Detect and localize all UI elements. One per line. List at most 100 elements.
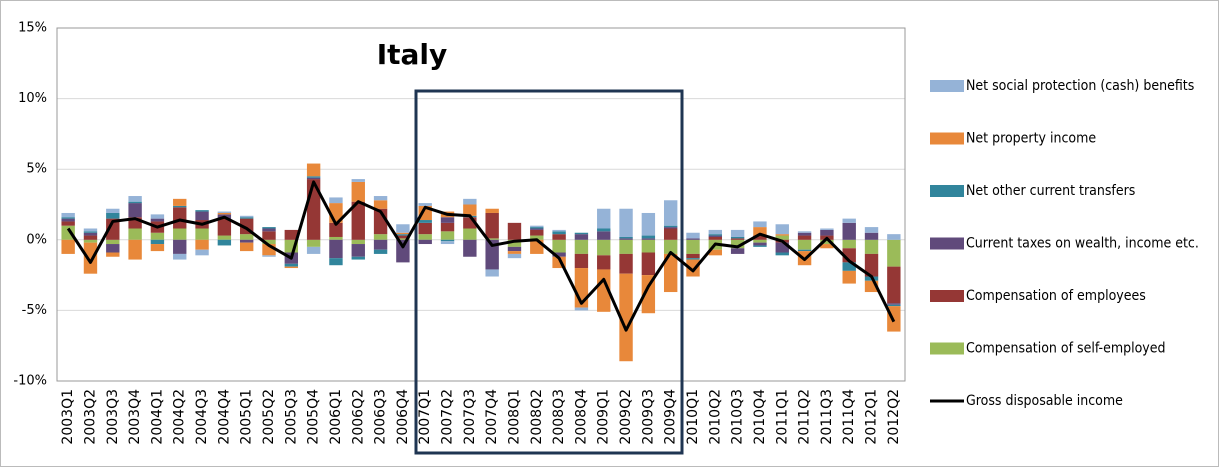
bar-segment [284, 263, 299, 267]
bar-segment [306, 176, 321, 178]
x-tick-label: 2005Q2 [261, 389, 277, 445]
bar-segment [753, 221, 767, 228]
x-tick-label: 2009Q3 [640, 389, 656, 445]
x-tick-label: 2010Q3 [730, 389, 746, 445]
bar-segment [686, 259, 700, 277]
bar-segment [463, 228, 477, 240]
bar-segment [106, 218, 120, 240]
bar-segment [195, 228, 209, 240]
highlight-box [414, 89, 684, 455]
bar-segment [663, 228, 678, 240]
bar-segment [306, 246, 321, 254]
bar-segment [329, 258, 343, 266]
bar-segment [351, 201, 365, 240]
bar-segment [306, 177, 321, 180]
bar-segment [173, 205, 187, 208]
legend-label: Current taxes on wealth, income etc. [966, 236, 1199, 252]
bar-segment [217, 218, 232, 236]
x-tick-label: 2010Q2 [707, 389, 723, 445]
bar-segment [864, 280, 879, 293]
bar-segment [597, 255, 611, 270]
bar-segment [574, 232, 589, 235]
legend-label: Net social protection (cash) benefits [966, 78, 1194, 94]
bar-segment [730, 236, 745, 239]
y-tick-label: -10% [13, 374, 47, 389]
bar-segment [262, 244, 276, 256]
bar-segment [597, 231, 611, 240]
x-tick-label: 2007Q1 [417, 389, 433, 445]
legend-label: Net property income [966, 131, 1096, 147]
x-tick-label: 2011Q1 [774, 389, 790, 445]
bars [61, 163, 901, 362]
bar-segment [530, 227, 544, 229]
bar-segment [83, 242, 98, 274]
bar-segment [663, 253, 678, 293]
chart-title: Italy [377, 38, 448, 71]
bar-segment [507, 246, 522, 252]
bar-segment [485, 269, 499, 277]
bar-segment [574, 307, 589, 311]
bar-segment [864, 227, 879, 233]
bar-segment [61, 239, 75, 254]
bar-segment [106, 252, 120, 257]
bar-segment [641, 239, 656, 253]
y-tick-label: -5% [22, 303, 47, 318]
bar-segment [708, 236, 723, 240]
bar-segment [820, 239, 834, 245]
bar-segment [106, 239, 120, 245]
bar-segment [351, 179, 365, 182]
bar-segment [329, 222, 343, 237]
y-tick-label: 15% [18, 21, 47, 36]
bar-segment [730, 248, 745, 254]
bar-segment [507, 222, 522, 240]
bar-segment [775, 252, 789, 256]
bar-segment [887, 303, 901, 305]
bar-segment [418, 220, 432, 223]
bar-segment [284, 229, 299, 240]
bar-segment [552, 231, 566, 235]
plot-frame [56, 27, 906, 382]
legend-swatch [930, 290, 964, 302]
line [66, 180, 896, 332]
x-tick-label: 2008Q1 [506, 389, 522, 445]
bar-segment [239, 239, 254, 243]
bar-segment [597, 269, 611, 312]
bar-segment [887, 266, 901, 304]
bar-segment [797, 249, 812, 252]
bar-segment [150, 218, 165, 222]
x-tick-label: 2007Q3 [462, 389, 478, 445]
bar-segment [887, 239, 901, 267]
bar-segment [195, 249, 209, 256]
bar-segment [485, 238, 499, 240]
bar-segment [329, 239, 343, 259]
bar-segment [373, 234, 388, 240]
bar-segment [418, 234, 432, 240]
bar-segment [753, 227, 767, 236]
bar-segment [61, 221, 75, 226]
bar-segment [574, 239, 589, 254]
bar-segment [262, 255, 276, 257]
x-tick-label: 2012Q1 [864, 389, 880, 445]
bar-segment [597, 228, 611, 232]
y-tick-label: 5% [26, 162, 47, 177]
x-tick-label: 2004Q3 [194, 389, 210, 445]
bar-segment [351, 239, 365, 245]
bar-segment [641, 212, 656, 236]
legend-swatch [930, 80, 964, 92]
bar-segment [306, 239, 321, 247]
bar-segment [507, 253, 522, 259]
bar-segment [663, 239, 678, 254]
x-tick-label: 2008Q4 [573, 389, 589, 445]
bar-segment [396, 232, 410, 235]
bar-segment [351, 244, 365, 257]
bar-segment [440, 231, 455, 240]
bar-segment [619, 208, 633, 237]
bar-segment [83, 239, 98, 243]
bar-segment [753, 242, 767, 246]
x-tick-label: 2004Q1 [149, 389, 165, 445]
bar-segment [708, 234, 723, 236]
bar-segment [619, 253, 633, 274]
x-tick-label: 2009Q1 [596, 389, 612, 445]
bar-segment [485, 239, 499, 270]
bar-segment [730, 239, 745, 249]
